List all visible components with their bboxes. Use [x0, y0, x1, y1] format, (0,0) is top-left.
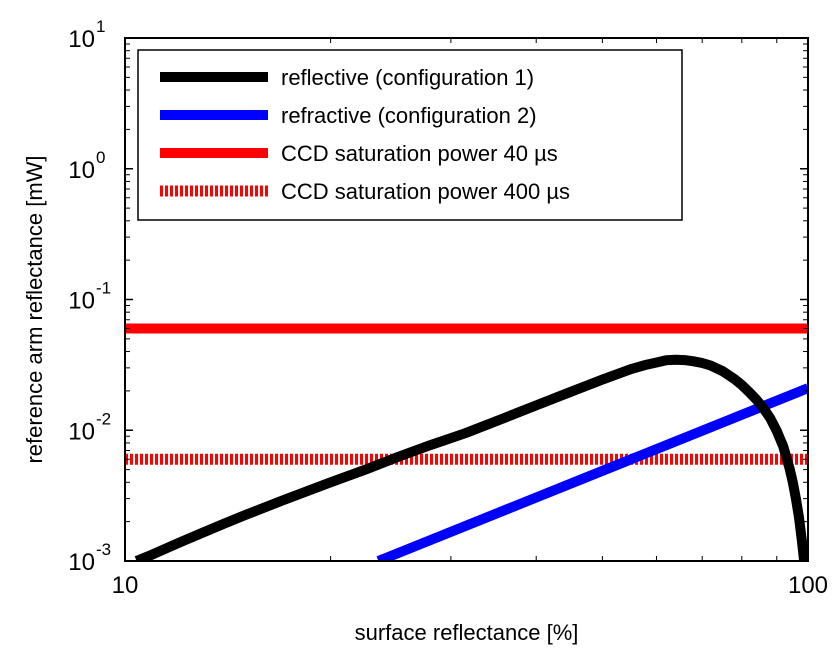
- legend-label-2: refractive (configuration 2): [281, 103, 537, 128]
- y-tick-base: 10: [68, 418, 95, 445]
- legend-label-3: CCD saturation power 40 µs: [281, 141, 558, 166]
- y-tick-exponent: -1: [96, 279, 111, 298]
- y-tick-label: 10 -1: [68, 279, 111, 315]
- y-axis-label: reference arm reflectance [mW]: [22, 155, 47, 463]
- y-tick-label: 10 1: [68, 17, 105, 53]
- x-tick-label: 100: [788, 572, 828, 599]
- legend: reflective (configuration 1) refractive (…: [137, 49, 683, 221]
- series-layer: [125, 323, 808, 561]
- y-tick-base: 10: [68, 549, 95, 576]
- series-line-2: [376, 383, 808, 561]
- y-tick-label: 10 -3: [68, 540, 111, 576]
- y-tick-exponent: 1: [96, 17, 105, 36]
- x-axis-label: surface reflectance [%]: [355, 620, 579, 645]
- y-tick-base: 10: [68, 288, 95, 315]
- y-tick-exponent: -3: [96, 540, 111, 559]
- y-tick-label: 10 -2: [68, 409, 111, 445]
- y-tick-label: 10 0: [68, 148, 105, 184]
- series-line-1: [134, 354, 808, 561]
- y-tick-exponent: -2: [96, 409, 111, 428]
- x-tick-label: 10: [112, 572, 139, 599]
- legend-label-1: reflective (configuration 1): [281, 65, 534, 90]
- y-tick-exponent: 0: [96, 148, 105, 167]
- y-tick-base: 10: [68, 26, 95, 53]
- legend-label-4: CCD saturation power 400 µs: [281, 179, 570, 204]
- y-tick-base: 10: [68, 157, 95, 184]
